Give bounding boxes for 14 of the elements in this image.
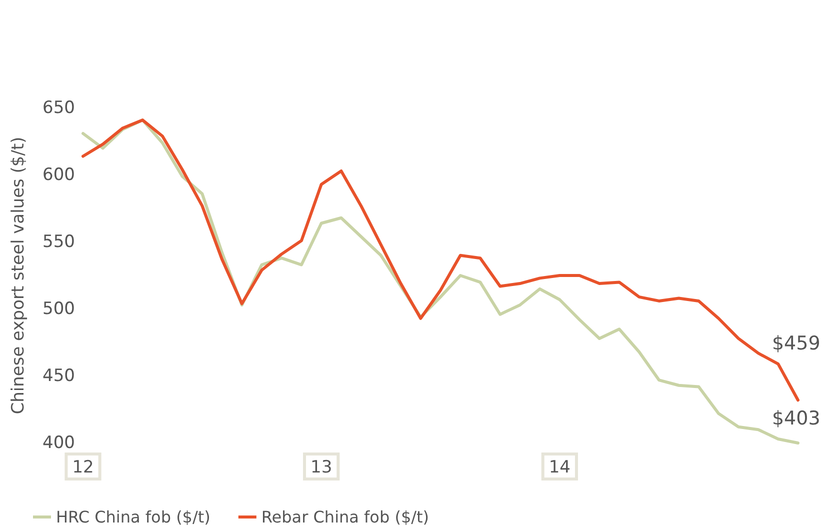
data-label: $403	[772, 407, 820, 430]
x-tick-label: 14	[548, 458, 570, 478]
y-tick-label: 500	[42, 299, 75, 319]
y-tick-label: 450	[42, 366, 75, 386]
legend-label: Rebar China fob ($/t)	[261, 508, 430, 526]
y-tick-label: 600	[42, 165, 75, 185]
y-tick-label: 550	[42, 232, 75, 252]
y-tick-label: 650	[42, 98, 75, 118]
data-label: $459	[772, 332, 820, 354]
x-tick-label: 12	[72, 458, 94, 478]
y-tick-label: 400	[42, 433, 75, 453]
legend-label: HRC China fob ($/t)	[56, 508, 210, 526]
y-axis-title: Chinese export steel values ($/t)	[8, 136, 28, 414]
x-tick-label: 13	[310, 458, 332, 478]
